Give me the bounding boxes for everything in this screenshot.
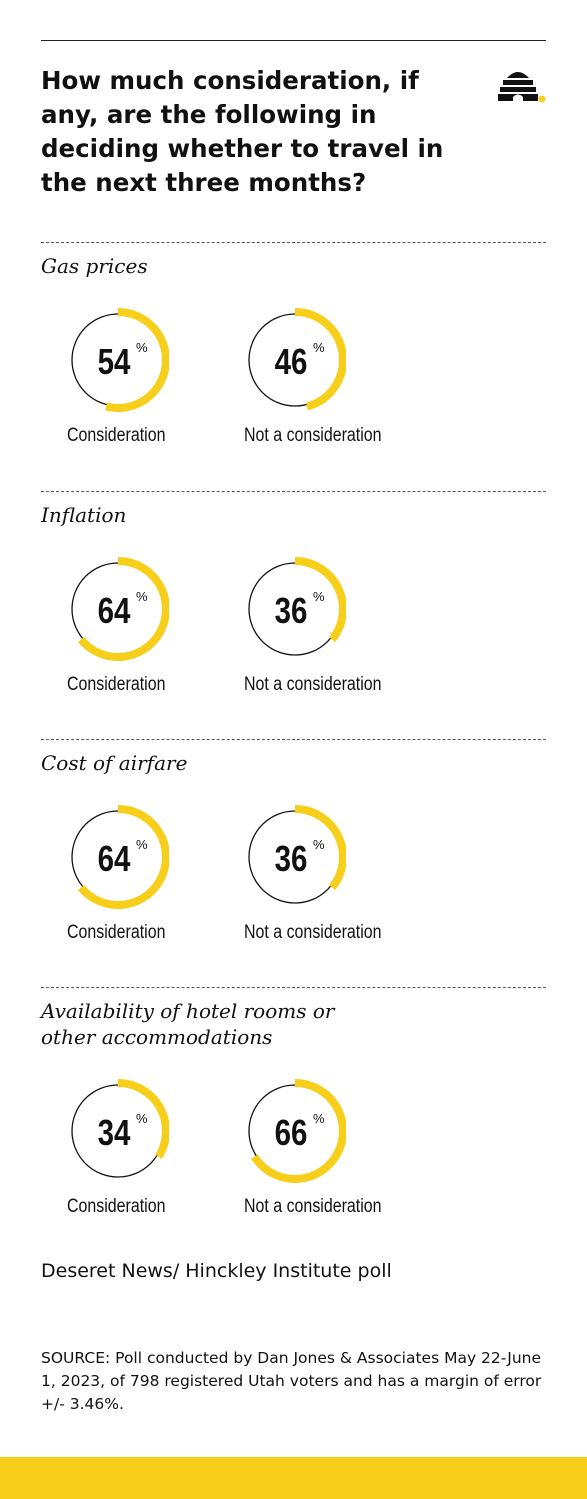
category-label: Not a consideration [244, 674, 382, 695]
category-label: Not a consideration [244, 922, 382, 943]
donut-pair: 64% Consideration 36% Not a consideration [41, 555, 546, 735]
donut-metric: 36% Not a consideration [236, 803, 416, 963]
donut-metric: 66% Not a consideration [236, 1077, 416, 1237]
percent-value: 64 [97, 838, 131, 879]
question-section: Gas prices 54% Consideration 46% Not a consi… [41, 242, 546, 486]
donut-chart [248, 805, 346, 904]
percent-symbol: % [313, 837, 325, 852]
top-rule [41, 40, 546, 41]
question-section: Inflation 64% Consideration 36% Not a consid… [41, 491, 546, 735]
percent-symbol: % [313, 589, 325, 604]
donut-metric: 64% Consideration [59, 803, 239, 963]
donut-metric: 64% Consideration [59, 555, 239, 715]
footer-bar [0, 1457, 587, 1499]
category-label: Not a consideration [244, 425, 382, 446]
percent-value: 66 [274, 1112, 308, 1153]
beehive-icon [498, 72, 546, 103]
percent-symbol: % [136, 340, 148, 355]
donut-chart [71, 557, 169, 661]
donut-arc [294, 308, 346, 411]
section-divider [41, 242, 546, 243]
donut-arc [117, 1079, 169, 1159]
donut-metric: 46% Not a consideration [236, 306, 416, 466]
category-label: Consideration [67, 1196, 166, 1217]
category-label: Not a consideration [244, 1196, 382, 1217]
category-label: Consideration [67, 922, 166, 943]
category-label: Consideration [67, 674, 166, 695]
donut-arc [77, 557, 169, 661]
donut-metric: 36% Not a consideration [236, 555, 416, 715]
source-note: SOURCE: Poll conducted by Dan Jones & As… [41, 1349, 542, 1413]
donut-metric: 34% Consideration [59, 1077, 239, 1237]
donut-arc [77, 805, 169, 909]
percent-value: 36 [274, 590, 308, 631]
question-label: Gas prices [41, 254, 148, 278]
donut-chart [71, 805, 169, 909]
percent-symbol: % [136, 589, 148, 604]
donut-metric: 54% Consideration [59, 306, 239, 466]
donut-chart [71, 1079, 169, 1178]
section-divider [41, 739, 546, 740]
percent-symbol: % [136, 1111, 148, 1126]
donut-pair: 64% Consideration 36% Not a consideration [41, 803, 546, 983]
percent-value: 34 [97, 1112, 131, 1153]
donut-pair: 34% Consideration 66% Not a consideration [41, 1077, 546, 1257]
donut-chart [248, 308, 346, 411]
question-label: Availability of hotel rooms or other acc… [41, 999, 335, 1049]
donut-chart [248, 557, 346, 656]
percent-value: 46 [274, 341, 308, 382]
question-label: Inflation [41, 503, 127, 527]
category-label: Consideration [67, 425, 166, 446]
donut-pair: 54% Consideration 46% Not a consideration [41, 306, 546, 486]
donut-arc [105, 308, 169, 412]
donut-chart [71, 308, 169, 412]
percent-value: 64 [97, 590, 131, 631]
credit-line: Deseret News/ Hinckley Institute poll [41, 1260, 392, 1282]
percent-value: 36 [274, 838, 308, 879]
percent-value: 54 [97, 341, 131, 382]
chart-title: How much consideration, if any, are the … [41, 66, 444, 197]
section-divider [41, 491, 546, 492]
question-section: Availability of hotel rooms or other acc… [41, 987, 546, 1257]
donut-arc [294, 805, 346, 891]
question-section: Cost of airfare 64% Consideration 36% Not a … [41, 739, 546, 983]
percent-symbol: % [313, 1111, 325, 1126]
donut-chart [248, 1079, 346, 1183]
donut-arc [294, 557, 346, 643]
percent-symbol: % [313, 340, 325, 355]
question-label: Cost of airfare [41, 751, 188, 775]
section-divider [41, 987, 546, 988]
percent-symbol: % [136, 837, 148, 852]
donut-arc [251, 1079, 346, 1183]
